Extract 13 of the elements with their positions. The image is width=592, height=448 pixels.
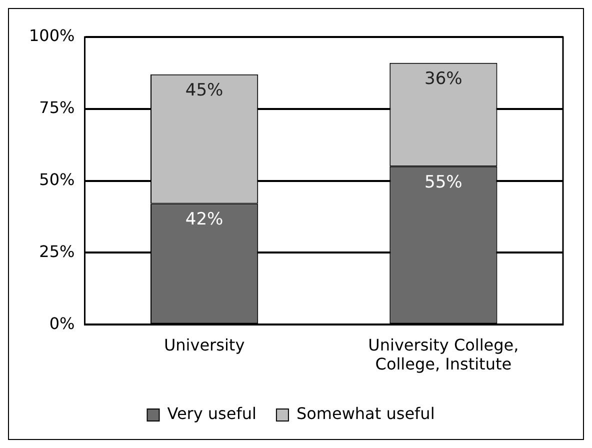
data-label: 42% — [185, 210, 224, 230]
y-tick-label: 75% — [39, 98, 75, 118]
x-tick-label: University College, College, Institute — [368, 335, 519, 374]
data-label: 55% — [424, 172, 462, 192]
y-tick-label: 50% — [39, 170, 75, 189]
y-tick-label: 0% — [49, 314, 75, 333]
legend-label: Somewhat useful — [296, 404, 435, 424]
x-tick-label: University — [164, 335, 245, 354]
data-label: 45% — [185, 80, 224, 100]
legend-label: Very useful — [167, 404, 256, 424]
data-label: 36% — [424, 68, 462, 89]
y-tick-label: 100% — [28, 26, 75, 46]
y-tick-label: 25% — [39, 242, 75, 261]
